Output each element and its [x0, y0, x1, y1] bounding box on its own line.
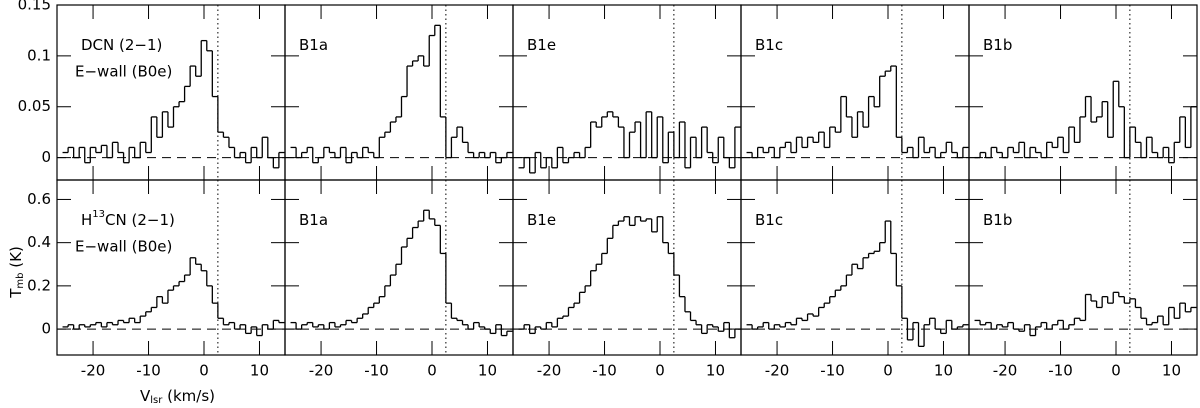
panel-sublabel: E−wall (B0e)	[75, 63, 172, 81]
panel-label-part: H	[81, 211, 92, 229]
y-tick-label: 0.15	[18, 0, 51, 14]
x-tick-label: 0	[655, 362, 665, 380]
panel-label: B1c	[755, 36, 783, 54]
spectrum	[62, 257, 285, 337]
x-tick-label: -20	[537, 362, 562, 380]
panel-frame	[968, 179, 1198, 356]
x-tick-label: -10	[364, 362, 389, 380]
spectrum	[974, 80, 1197, 164]
x-tick-label: -20	[309, 362, 334, 380]
x-tick-label: 10	[1162, 362, 1181, 380]
x-tick-label: 0	[1111, 362, 1121, 380]
x-axis-label: Vlsr (km/s)	[140, 387, 215, 407]
panel-label: B1a	[299, 211, 328, 229]
y-axis-label-part: T	[7, 288, 25, 299]
x-tick-label: -10	[1048, 362, 1073, 380]
x-tick-label: 0	[199, 362, 209, 380]
y-tick-label: 0.2	[27, 276, 51, 294]
panel-label-part: B1a	[299, 211, 328, 229]
panel-label-part: B1c	[755, 36, 783, 54]
spectrum	[974, 291, 1197, 337]
panel-label-part: B1c	[755, 211, 783, 229]
panel-label: DCN (2−1)	[81, 36, 162, 54]
x-tick-label: -10	[820, 362, 845, 380]
y-axis-label-part: mb	[15, 273, 26, 289]
x-tick-label: 10	[706, 362, 725, 380]
panel-label: B1b	[983, 211, 1012, 229]
panel-label-part: DCN (2−1)	[81, 36, 162, 54]
x-tick-label: 10	[250, 362, 269, 380]
panel-label-part: B1a	[299, 36, 328, 54]
x-tick-label: 10	[934, 362, 953, 380]
spectrum	[518, 111, 741, 174]
x-axis-label-part: V	[140, 387, 151, 405]
x-tick-label: 0	[427, 362, 437, 380]
y-tick-label: 0.6	[27, 190, 51, 208]
y-tick-label: 0.4	[27, 233, 51, 251]
panel-label: B1b	[983, 36, 1012, 54]
panel-label-part: B1e	[527, 211, 556, 229]
spectrum	[62, 39, 285, 169]
spectrum	[290, 209, 513, 337]
x-axis-label-part: lsr	[150, 395, 163, 406]
x-tick-label: -20	[993, 362, 1018, 380]
y-axis-label: Tmb (K)	[7, 246, 27, 299]
panel-label: B1a	[299, 36, 328, 54]
panel-label-part: 13	[92, 209, 105, 220]
spectrum	[746, 220, 969, 348]
y-tick-label: 0	[41, 148, 51, 166]
y-tick-label: 0	[41, 320, 51, 338]
x-tick-label: -20	[81, 362, 106, 380]
x-tick-label: 10	[478, 362, 497, 380]
y-axis-label-part: (K)	[7, 246, 25, 272]
y-tick-label: 0.1	[27, 46, 51, 64]
x-tick-label: -10	[136, 362, 161, 380]
panel-label: H13CN (2−1)	[81, 209, 175, 229]
spectrum	[518, 216, 741, 339]
panel-label: B1e	[527, 211, 556, 229]
panel-frame	[512, 4, 742, 181]
x-tick-label: -20	[765, 362, 790, 380]
spectrum	[290, 24, 513, 164]
panel-label-part: B1b	[983, 211, 1012, 229]
y-tick-label: 0.05	[18, 97, 51, 115]
panel-label: B1e	[527, 36, 556, 54]
panel-label-part: B1e	[527, 36, 556, 54]
panel-label: B1c	[755, 211, 783, 229]
panel-label-part: B1b	[983, 36, 1012, 54]
panel-sublabel: E−wall (B0e)	[75, 238, 172, 256]
panel-label-part: CN (2−1)	[105, 211, 175, 229]
x-tick-label: 0	[883, 362, 893, 380]
x-tick-label: -10	[592, 362, 617, 380]
spectrum	[746, 65, 969, 159]
x-axis-label-part: (km/s)	[162, 387, 215, 405]
